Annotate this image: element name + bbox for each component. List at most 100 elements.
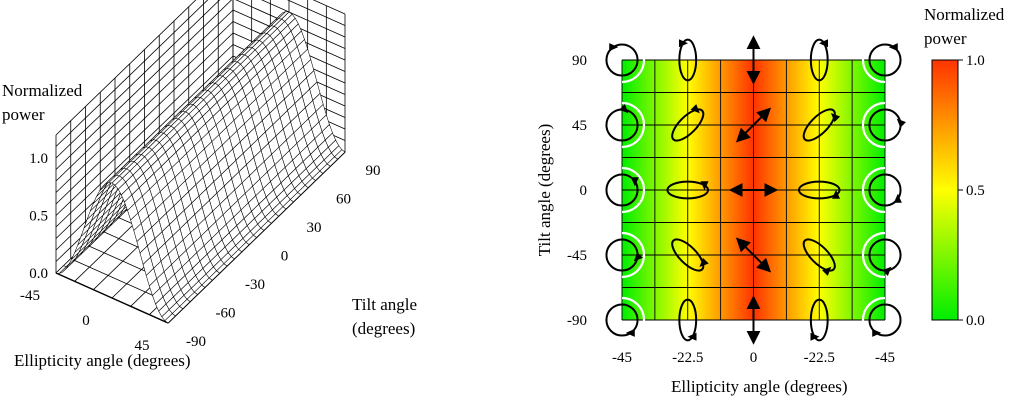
polarization-ellipse <box>809 38 829 82</box>
polarization-direction-arrow <box>872 328 882 337</box>
polarization-linear-arrow <box>735 107 772 143</box>
polarization-direction-arrow <box>699 257 709 268</box>
polarization-direction-arrow <box>700 181 709 191</box>
polarization-ellipse <box>868 108 902 142</box>
polarization-direction-arrow <box>810 332 820 341</box>
polarization-ellipse-inner-arc <box>621 231 646 279</box>
axis-line <box>55 272 169 324</box>
polarization-ellipse-inner-arc <box>861 101 886 149</box>
surface-z-tick-label: 0.5 <box>29 209 48 225</box>
polarization-direction-arrow <box>678 39 688 48</box>
heatmap-y-tick-label: 45 <box>572 118 587 134</box>
heatmap-y-tick-label: -45 <box>567 248 587 264</box>
grid-line <box>55 0 221 159</box>
polarization-ellipse-inner-arc <box>861 231 886 279</box>
surface-y-tick-label: -30 <box>245 277 265 293</box>
polarization-direction-arrow <box>819 39 829 48</box>
polarization-ellipse <box>797 180 841 200</box>
surface-y-label-line2: (degrees) <box>352 319 415 338</box>
surface-y-tick-label: 0 <box>281 249 289 265</box>
polarization-ellipse-inner-arc <box>861 296 886 344</box>
polarization-direction-arrow <box>633 252 643 262</box>
polarization-direction-arrow <box>830 112 841 123</box>
surface-y-label-line1: Tilt angle <box>352 295 417 314</box>
polarization-ellipse <box>605 173 639 207</box>
heatmap-x-tick-label: -22.5 <box>672 350 703 366</box>
heatmap-y-label: Tilt angle (degrees) <box>535 124 554 257</box>
polarization-ellipse <box>678 38 698 82</box>
heatmap-y-tick-label: 0 <box>580 183 588 199</box>
surface-y-tick-label: 60 <box>336 192 351 208</box>
polarization-ellipse <box>868 43 902 77</box>
surface-y-tick-label: -90 <box>186 334 206 350</box>
polarization-direction-arrow <box>882 266 892 276</box>
polarization-direction-arrow <box>832 189 841 199</box>
polarization-ellipse-inner-arc <box>621 101 646 149</box>
colorbar-tick-label: 0.5 <box>966 183 985 199</box>
heatmap-x-tick-label: -22.5 <box>804 350 835 366</box>
grid-line <box>55 32 234 205</box>
polarization-direction-arrow <box>619 104 629 114</box>
heatmap-x-tick-label: -45 <box>612 350 632 366</box>
grid-line <box>55 9 234 182</box>
polarization-ellipse <box>605 238 639 272</box>
surface-z-label-line1: Normalized <box>2 81 83 100</box>
surface-y-ticks: -90 -60 -30 0 30 60 90 <box>186 163 381 350</box>
polarization-ellipse <box>868 238 902 272</box>
heatmap-chart: 90 45 0 -45 -90 -45 -22.5 0 -22.5 -45 Ellipticit… <box>535 5 1005 396</box>
polarization-ellipse <box>809 298 829 342</box>
polarization-ellipse <box>868 303 902 337</box>
surface-x-tick-label: -45 <box>20 288 40 304</box>
surface-chart: 0.0 0.5 1.0 -45 0 45 -90 -60 -30 0 30 60 90 Normal… <box>2 0 417 370</box>
polarization-direction-arrow <box>687 332 697 341</box>
heatmap-x-tick-label: 0 <box>750 350 758 366</box>
surface-facet <box>164 313 176 324</box>
surface-x-tick-label: 0 <box>82 313 90 329</box>
heatmap-y-ticks: 90 45 0 -45 -90 <box>567 53 587 329</box>
heatmap-y-tick-label: 90 <box>572 53 587 69</box>
heatmap-x-tick-label: -45 <box>875 350 895 366</box>
polarization-direction-arrow <box>822 266 832 276</box>
colorbar-label-line2: power <box>924 29 967 48</box>
polarization-ellipse-inner-arc <box>861 36 886 84</box>
grid-line <box>55 21 234 193</box>
polarization-ellipse <box>802 108 836 142</box>
polarization-direction-arrow <box>625 328 635 337</box>
grid-line <box>55 55 234 228</box>
surface-y-tick-label: -60 <box>216 306 236 322</box>
polarization-ellipse <box>605 303 639 337</box>
polarization-ellipse <box>605 43 639 77</box>
colorbar-ticks: 1.0 0.5 0.0 <box>958 53 985 329</box>
polarization-ellipse <box>666 180 710 200</box>
grid-line <box>55 0 209 147</box>
surface-z-tick-label: 0.0 <box>29 266 48 282</box>
grid-line <box>55 0 233 170</box>
surface-x-tick-label: 45 <box>135 338 150 354</box>
colorbar-tick-label: 0.0 <box>966 313 985 329</box>
polarization-direction-arrow <box>609 43 619 52</box>
grid-line <box>312 0 346 15</box>
grid-line <box>55 44 234 216</box>
surface-z-tick-label: 1.0 <box>29 151 48 167</box>
surface-z-label-line2: power <box>2 105 45 124</box>
colorbar <box>931 59 959 321</box>
heatmap-x-ticks: -45 -22.5 0 -22.5 -45 <box>612 350 895 366</box>
surface-y-tick-label: 90 <box>366 163 381 179</box>
polarization-ellipse-inner-arc <box>621 296 646 344</box>
polarization-direction-arrow <box>896 118 906 128</box>
colorbar-label-line1: Normalized <box>924 5 1005 24</box>
polarization-direction-arrow <box>630 177 639 187</box>
colorbar-tick-label: 1.0 <box>966 53 985 69</box>
heatmap-x-label: Ellipticity angle (degrees) <box>671 377 848 396</box>
polarization-linear-arrow <box>735 237 772 273</box>
polarization-ellipse <box>671 108 705 142</box>
surface-z-ticks: 0.0 0.5 1.0 <box>29 151 48 282</box>
polarization-direction-arrow <box>690 104 700 114</box>
surface-x-ticks: -45 0 45 <box>20 288 150 354</box>
grid-line <box>55 0 197 136</box>
polarization-ellipse-inner-arc <box>861 166 886 214</box>
grid-line <box>286 0 346 26</box>
polarization-ellipse <box>605 108 639 142</box>
polarization-ellipse-inner-arc <box>621 166 646 214</box>
